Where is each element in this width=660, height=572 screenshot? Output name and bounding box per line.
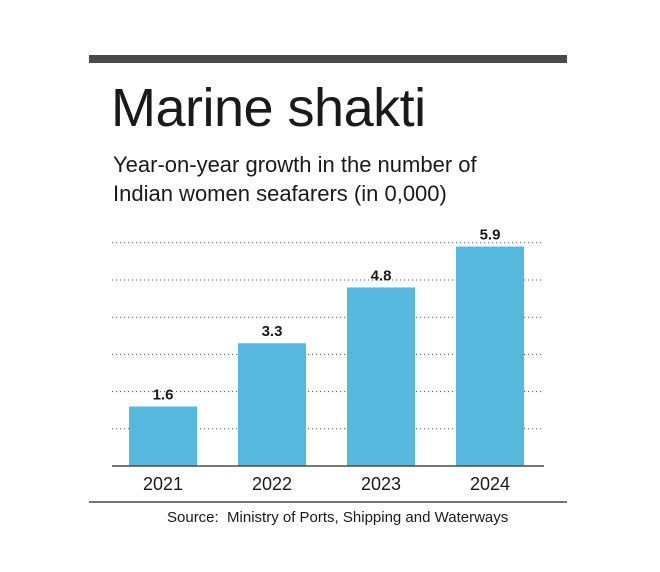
data-label-2024: 5.9 [480, 227, 501, 244]
top-rule [89, 55, 567, 63]
data-label-2023: 4.8 [371, 267, 392, 284]
x-tick-label-2023: 2023 [361, 474, 401, 494]
bar-2023 [347, 287, 415, 466]
subtitle-line-1: Year-on-year growth in the number of [113, 152, 477, 177]
data-label-2021: 1.6 [153, 386, 174, 403]
x-tick-label-2022: 2022 [252, 474, 292, 494]
data-label-2022: 3.3 [262, 323, 283, 340]
bar-2024 [456, 246, 524, 466]
bar-2022 [238, 343, 306, 466]
chart-subtitle: Year-on-year growth in the number of Ind… [113, 150, 573, 208]
chart-title: Marine shakti [111, 78, 426, 138]
source-note: Source: Ministry of Ports, Shipping and … [167, 509, 509, 526]
subtitle-line-2: Indian women seafarers (in 0,000) [113, 181, 447, 206]
x-tick-label-2024: 2024 [470, 474, 510, 494]
bar-2021 [129, 406, 197, 466]
x-tick-label-2021: 2021 [143, 474, 183, 494]
